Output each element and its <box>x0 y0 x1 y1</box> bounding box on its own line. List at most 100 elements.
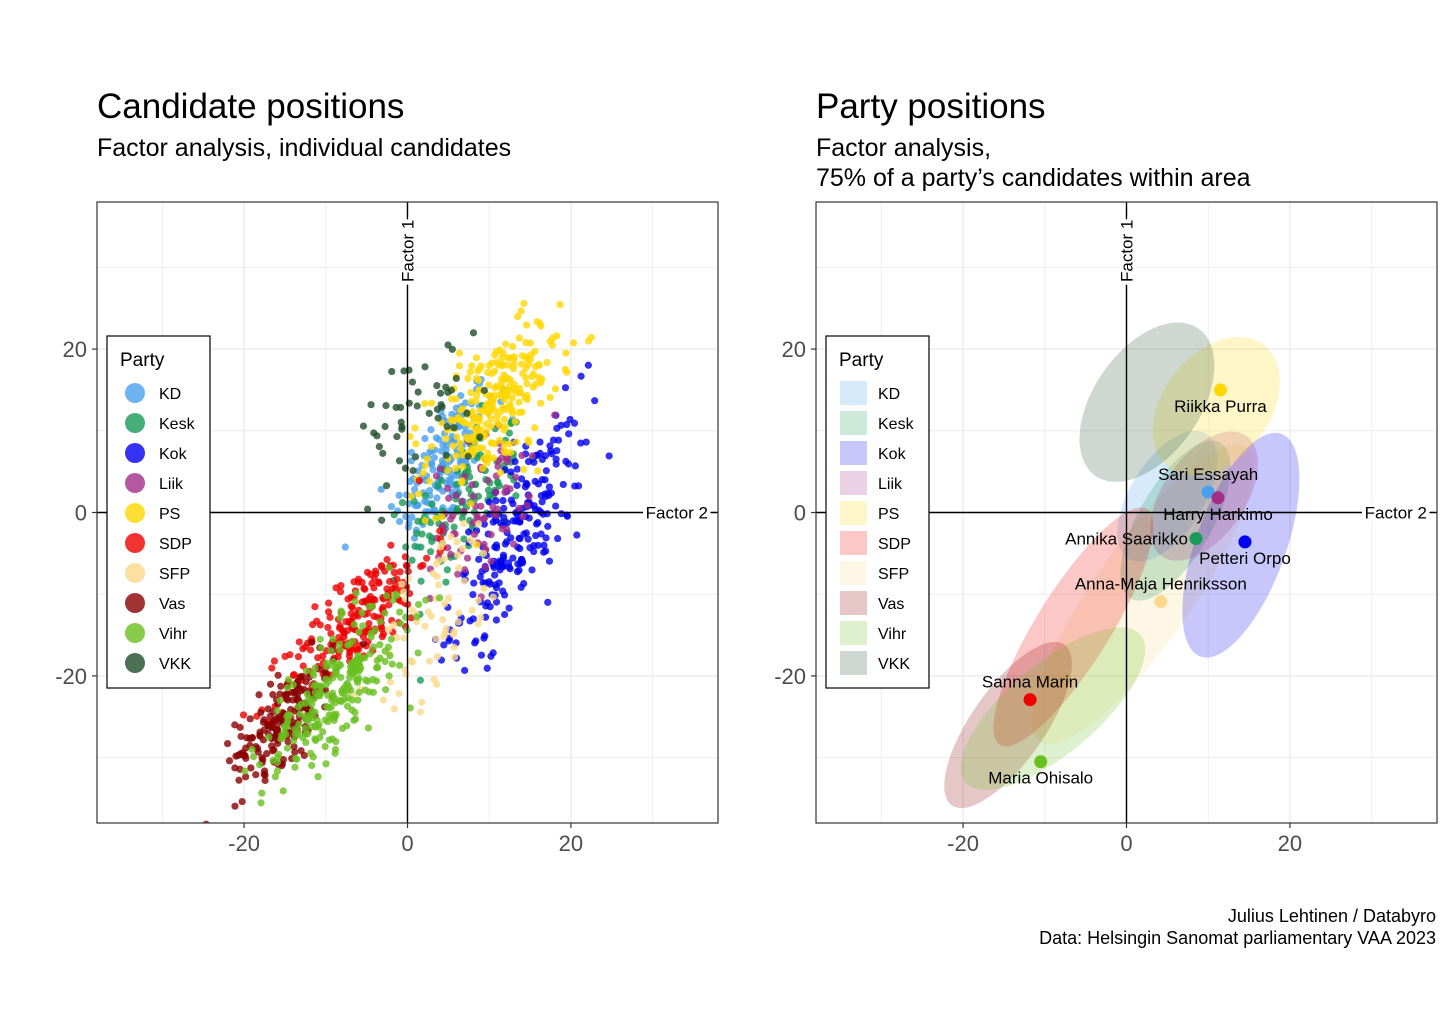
candidate-point <box>378 625 386 633</box>
candidate-point <box>253 744 262 753</box>
candidate-point <box>536 438 544 446</box>
candidate-point <box>506 448 515 456</box>
candidate-point <box>421 363 429 371</box>
candidate-point <box>273 753 282 761</box>
candidate-point <box>404 575 412 583</box>
candidate-point <box>372 677 381 685</box>
candidate-point <box>419 469 427 477</box>
candidate-point <box>469 538 477 547</box>
candidate-point <box>450 643 458 651</box>
candidate-point <box>427 442 436 451</box>
candidate-point <box>500 513 508 521</box>
candidate-point <box>350 620 358 629</box>
series-liik <box>426 411 559 603</box>
candidate-point <box>430 454 438 462</box>
legend-item-vas: Vas <box>125 593 185 613</box>
candidate-point <box>382 592 391 600</box>
candidate-point <box>435 435 443 444</box>
candidate-point <box>459 418 468 426</box>
candidate-point <box>322 669 331 678</box>
candidate-point <box>460 535 468 543</box>
candidate-point <box>434 482 442 490</box>
candidate-point <box>457 445 465 453</box>
candidate-point <box>544 598 552 606</box>
candidate-point <box>411 542 419 550</box>
candidate-point <box>443 566 451 574</box>
candidate-point <box>264 705 272 713</box>
candidate-point <box>326 613 334 621</box>
legend-label: Vihr <box>878 626 907 643</box>
candidate-point <box>272 728 281 736</box>
legend-label: VKK <box>159 656 191 673</box>
candidate-point <box>480 584 488 592</box>
legend-key-kesk <box>840 411 867 435</box>
candidate-point <box>447 416 455 424</box>
candidate-point <box>304 715 312 723</box>
candidate-point <box>327 713 335 722</box>
candidate-point <box>573 531 581 539</box>
candidate-point <box>417 543 425 551</box>
candidate-point <box>324 623 332 632</box>
candidate-point <box>408 556 416 564</box>
candidate-point <box>438 456 447 465</box>
candidate-point <box>528 452 536 460</box>
candidate-point <box>552 455 560 463</box>
candidate-point <box>454 415 462 423</box>
candidate-point <box>524 457 533 466</box>
candidate-point <box>563 511 571 519</box>
candidate-point <box>496 436 504 444</box>
candidate-point <box>447 395 456 403</box>
candidate-point <box>236 723 244 731</box>
candidate-point <box>337 607 345 615</box>
candidate-point <box>484 486 493 494</box>
candidate-point <box>414 600 423 609</box>
caption-author: Julius Lehtinen / Databyro <box>1227 906 1436 926</box>
candidate-point <box>515 334 523 342</box>
candidate-point <box>306 646 315 654</box>
candidate-point <box>475 555 483 564</box>
candidate-point <box>493 419 502 427</box>
legend-label: SFP <box>878 566 909 583</box>
legend-item-vihr: Vihr <box>840 621 907 645</box>
candidate-point <box>442 451 450 459</box>
candidate-point <box>502 484 510 492</box>
candidate-point <box>455 362 464 370</box>
right-chart-subtitle-line-1: Factor analysis, <box>816 134 992 162</box>
candidate-point <box>479 549 488 558</box>
candidate-point <box>467 388 475 397</box>
x-tick-label: 0 <box>401 831 413 856</box>
candidate-point <box>393 575 401 583</box>
candidate-point <box>447 532 455 541</box>
candidate-point <box>554 534 562 543</box>
candidate-point <box>516 535 524 543</box>
candidate-point <box>442 383 450 391</box>
candidate-point <box>455 609 463 617</box>
candidate-point <box>432 472 441 480</box>
candidate-point <box>489 593 497 601</box>
candidate-point <box>466 368 475 376</box>
candidate-point <box>491 543 499 551</box>
left-chart-title: Candidate positions <box>97 87 405 126</box>
legend-item-liik: Liik <box>840 471 903 495</box>
candidate-point <box>247 764 255 772</box>
candidate-point <box>434 414 442 422</box>
candidate-point <box>248 745 256 753</box>
legend-key-ps <box>125 503 145 523</box>
caption-source: Data: Helsingin Sanomat parliamentary VA… <box>1039 928 1436 948</box>
candidate-point <box>503 386 511 395</box>
candidate-point <box>322 760 330 768</box>
candidate-point <box>291 763 299 771</box>
leader-label: Harry Harkimo <box>1163 505 1273 524</box>
candidate-point <box>488 439 496 447</box>
candidate-point <box>515 504 523 512</box>
candidate-point <box>382 482 391 490</box>
x-tick-label: 20 <box>559 831 583 856</box>
candidate-point <box>530 458 538 466</box>
candidate-point <box>453 538 461 546</box>
candidate-point <box>569 339 578 347</box>
legend-label: SFP <box>159 566 190 583</box>
leader-label: Maria Ohisalo <box>988 769 1093 788</box>
candidate-point <box>368 579 376 588</box>
candidate-point <box>351 708 359 717</box>
candidate-point <box>499 392 507 400</box>
